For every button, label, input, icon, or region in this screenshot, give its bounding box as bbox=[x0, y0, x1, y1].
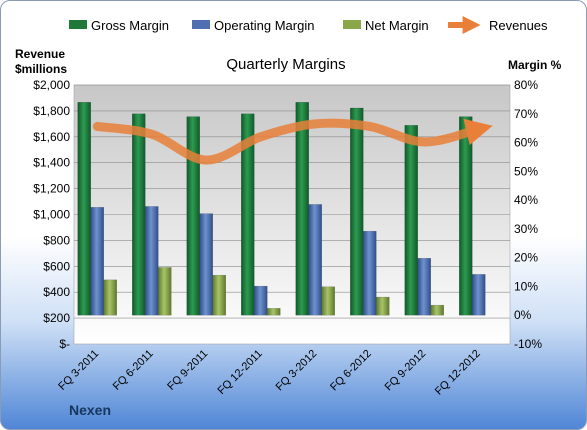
net-margin-bar bbox=[267, 308, 281, 316]
operating-margin-bar bbox=[254, 285, 268, 316]
operating-margin-bar bbox=[199, 213, 213, 316]
net-margin-bar bbox=[321, 286, 335, 316]
category-label: FQ 9-2012 bbox=[383, 348, 429, 394]
right-tick-label: 20% bbox=[514, 251, 538, 265]
right-tick-label: 10% bbox=[514, 279, 538, 293]
net-margin-bar bbox=[158, 267, 172, 316]
right-tick-label: 80% bbox=[514, 78, 538, 92]
legend-label-net: Net Margin bbox=[365, 18, 429, 33]
net-margin-bar bbox=[103, 279, 117, 316]
category-label: FQ 3-2012 bbox=[274, 348, 320, 394]
gross-margin-bar bbox=[77, 102, 91, 316]
company-name: Nexen bbox=[69, 402, 111, 418]
gross-margin-bar bbox=[404, 125, 418, 316]
right-axis-title: Margin % bbox=[508, 58, 562, 72]
gross-margin-bar bbox=[459, 116, 473, 316]
right-tick-label: 40% bbox=[514, 193, 538, 207]
left-axis-title-line1: Revenue bbox=[15, 47, 65, 61]
category-label: FQ 9-2011 bbox=[165, 348, 210, 393]
category-label: FQ 12-2011 bbox=[215, 348, 264, 397]
left-tick-label: $200 bbox=[43, 311, 70, 325]
left-tick-label: $1,000 bbox=[33, 208, 70, 222]
left-tick-label: $1,800 bbox=[33, 104, 70, 118]
gross-margin-bar bbox=[350, 107, 364, 316]
revenue-line-path bbox=[92, 118, 493, 165]
left-tick-label: $800 bbox=[43, 233, 70, 247]
legend-label-revenues: Revenues bbox=[489, 18, 548, 33]
right-tick-label: -10% bbox=[514, 337, 542, 351]
gross-margin-bar bbox=[186, 116, 200, 316]
gross-margin-bar bbox=[241, 113, 255, 316]
left-axis-ticks: $- $200 $400 $600 $800 $1,000 $1,200 $1,400 $1,6… bbox=[33, 78, 70, 351]
operating-margin-bar bbox=[363, 230, 377, 316]
net-margin-bar bbox=[376, 296, 390, 316]
category-axis: FQ 3-2011 FQ 6-2011 FQ 9-2011 FQ 12-2011 FQ … bbox=[56, 348, 483, 398]
bars bbox=[77, 102, 486, 316]
left-tick-label: $600 bbox=[43, 259, 70, 273]
net-margin-bar bbox=[212, 274, 226, 316]
category-label: FQ 6-2011 bbox=[111, 348, 156, 393]
left-tick-label: $1,400 bbox=[33, 156, 70, 170]
operating-margin-bar bbox=[145, 206, 159, 316]
category-label: FQ 3-2011 bbox=[56, 348, 101, 393]
chart-title: Quarterly Margins bbox=[226, 56, 345, 73]
legend-swatch-operating bbox=[192, 20, 210, 29]
left-tick-label: $400 bbox=[43, 285, 70, 299]
left-axis-title-line2: $millions bbox=[15, 62, 67, 76]
category-label: FQ 12-2012 bbox=[433, 348, 483, 398]
legend-label-gross: Gross Margin bbox=[91, 18, 169, 33]
net-margin-bar bbox=[430, 304, 444, 316]
right-axis-ticks: -10% 0% 10% 20% 30% 40% 50% 60% 70% 80% bbox=[514, 78, 542, 351]
legend-label-operating: Operating Margin bbox=[214, 18, 314, 33]
legend-swatch-gross bbox=[69, 20, 87, 29]
right-tick-label: 70% bbox=[514, 107, 538, 121]
right-tick-label: 50% bbox=[514, 164, 538, 178]
operating-margin-bar bbox=[417, 257, 431, 316]
left-tick-label: $1,200 bbox=[33, 182, 70, 196]
revenue-line bbox=[92, 118, 493, 165]
operating-margin-bar bbox=[308, 204, 322, 316]
left-tick-label: $1,600 bbox=[33, 130, 70, 144]
right-tick-label: 30% bbox=[514, 222, 538, 236]
category-label: FQ 6-2012 bbox=[328, 348, 374, 394]
operating-margin-bar bbox=[90, 207, 104, 316]
operating-margin-bar bbox=[472, 274, 486, 316]
gross-margin-bar bbox=[132, 113, 146, 316]
left-tick-label: $- bbox=[59, 337, 70, 351]
right-tick-label: 0% bbox=[514, 308, 532, 322]
left-tick-label: $2,000 bbox=[33, 78, 70, 92]
legend: Gross Margin Operating Margin Net Margin… bbox=[69, 16, 548, 34]
gross-margin-bar bbox=[295, 102, 309, 316]
legend-swatch-net bbox=[343, 20, 361, 29]
right-tick-label: 60% bbox=[514, 136, 538, 150]
